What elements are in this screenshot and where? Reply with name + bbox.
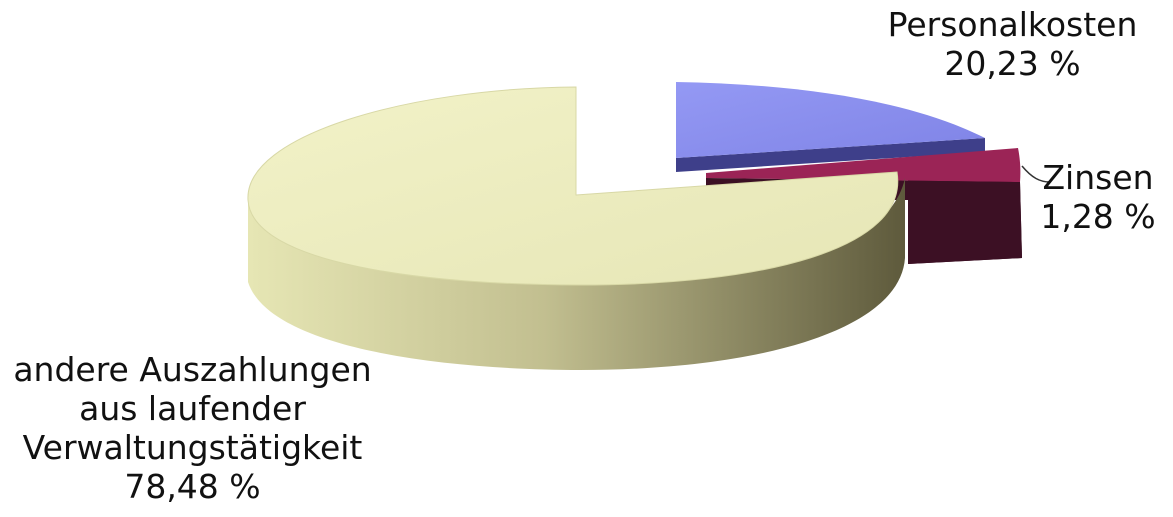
label-andere-line-1: andere Auszahlungen xyxy=(13,350,372,389)
label-zinsen-value: 1,28 % xyxy=(1040,197,1156,236)
label-personalkosten: Personalkosten 20,23 % xyxy=(860,5,1165,83)
slice-zinsen-top xyxy=(706,148,1021,182)
label-personalkosten-value: 20,23 % xyxy=(944,44,1081,83)
label-zinsen: Zinsen 1,28 % xyxy=(1018,158,1173,236)
zinsen-leader-line xyxy=(1021,165,1051,183)
slice-andere xyxy=(247,86,905,370)
label-andere-line-2: aus laufender xyxy=(79,389,306,428)
label-andere: andere Auszahlungen aus laufender Verwal… xyxy=(0,350,385,506)
slice-personalkosten xyxy=(676,82,985,172)
slice-personalkosten-side xyxy=(676,138,985,172)
label-andere-value: 78,48 % xyxy=(124,467,261,506)
label-zinsen-name: Zinsen xyxy=(1042,158,1154,197)
slice-personalkosten-top xyxy=(676,82,985,158)
label-andere-line-3: Verwaltungstätigkeit xyxy=(22,428,363,467)
label-personalkosten-name: Personalkosten xyxy=(887,5,1138,44)
slice-andere-side xyxy=(248,178,905,370)
slice-andere-top xyxy=(247,86,899,286)
